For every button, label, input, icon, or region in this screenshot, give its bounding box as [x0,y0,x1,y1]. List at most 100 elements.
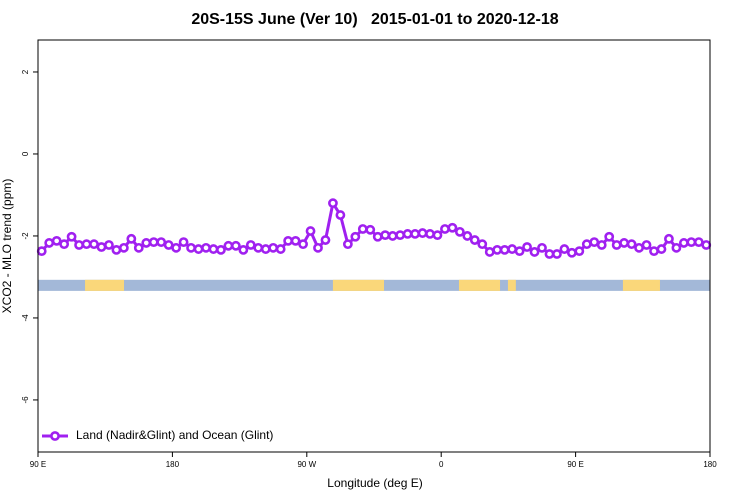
legend-label: Land (Nadir&Glint) and Ocean (Glint) [76,428,273,442]
point [163,240,174,250]
point [634,242,644,253]
point [36,246,47,257]
point [365,224,376,235]
point [245,240,256,250]
legend-marker [50,431,60,441]
x-tick-label: 90 E [30,460,46,469]
point [537,242,547,253]
point [596,240,607,250]
point [305,226,316,236]
point [581,239,592,250]
point [342,239,353,250]
point [66,231,77,242]
point [268,242,279,253]
point [260,244,271,254]
point [417,228,428,238]
point [544,249,555,259]
land-band [507,279,516,291]
point [693,237,704,248]
point [671,242,682,253]
point [171,242,182,253]
point [604,231,615,242]
plot-frame [37,39,711,453]
point [402,229,413,239]
point [559,244,570,254]
point [380,230,391,241]
land-band [622,279,660,291]
point [701,240,712,250]
x-tick-label: 0 [439,460,444,469]
point [440,224,450,234]
land-band [332,279,385,291]
point [238,244,249,255]
x-tick-label: 180 [166,460,180,469]
point [156,237,167,248]
point [656,244,667,254]
point [566,247,577,258]
point [447,222,458,233]
point [74,240,84,250]
point [148,237,159,248]
point [492,244,503,255]
point [59,239,70,250]
chart-title: 20S-15S June (Ver 10) 2015-01-01 to 2020… [191,11,558,28]
point [514,246,525,257]
point [178,237,189,248]
point [507,244,518,254]
point [208,244,219,254]
point [111,244,122,255]
point [201,242,211,253]
point [641,240,652,250]
point [104,240,114,250]
point [230,240,241,251]
point [529,247,540,257]
point [522,242,532,252]
point [51,235,62,246]
x-axis-label: Longitude (deg E) [327,476,422,490]
point [350,231,361,242]
point [223,240,234,251]
y-tick-label: 0 [21,151,30,156]
point [357,224,368,234]
y-tick-label: -6 [21,396,30,404]
point [133,242,144,253]
x-tick-label: 180 [703,460,717,469]
y-axis-label: XCO2 - MLO trend (ppm) [0,179,14,314]
point [186,242,196,253]
y-tick-label: -4 [21,314,30,322]
point [678,238,689,248]
point [589,237,600,248]
point [335,210,346,220]
land-band [458,279,501,291]
y-tick-label: 2 [21,69,30,74]
point [387,231,398,241]
point [499,244,510,255]
point [328,198,338,209]
point [454,226,465,237]
point [469,235,480,245]
point [96,242,107,252]
point [298,239,308,250]
point [290,235,301,246]
point [44,238,55,248]
x-tick-label: 90 W [297,460,316,469]
point [395,230,406,241]
point [313,242,323,253]
point [611,240,622,250]
point [253,242,264,253]
point [619,238,630,248]
point [372,231,383,242]
point [89,239,99,250]
point [425,229,435,239]
point [275,244,286,254]
point [141,238,152,248]
point [686,237,697,248]
y-tick-label: -2 [21,232,30,240]
x-tick-label: 90 E [567,460,583,469]
point [649,246,659,257]
point [216,244,226,255]
point [552,249,562,259]
point [283,235,294,246]
point [81,239,92,250]
